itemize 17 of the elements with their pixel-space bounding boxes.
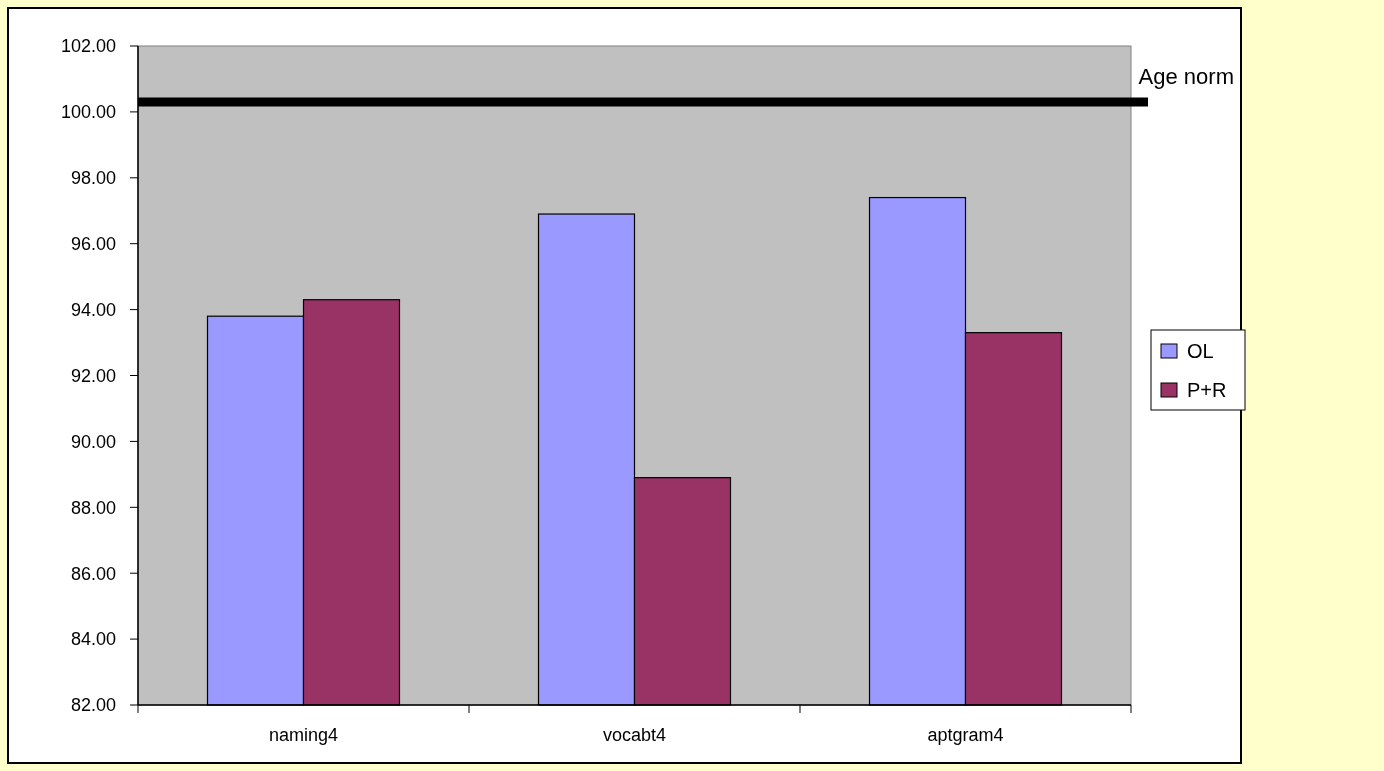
y-tick-label: 82.00 [70, 695, 116, 716]
y-tick-label: 86.00 [70, 563, 116, 584]
y-tick-label: 92.00 [70, 365, 116, 386]
x-tick-label: vocabt4 [602, 725, 667, 745]
x-tick-label: aptgram4 [927, 725, 1004, 745]
y-tick-label: 84.00 [70, 629, 116, 650]
y-tick-label: 102.00 [60, 36, 116, 57]
y-tick-label: 98.00 [70, 168, 116, 189]
ref-line-label: Age norm [1138, 64, 1234, 90]
x-tick-label: naming4 [268, 725, 339, 745]
y-tick-label: 88.00 [70, 497, 116, 518]
legend-label: OL [1187, 340, 1214, 362]
legend-label: P+R [1187, 379, 1227, 401]
y-tick-label: 100.00 [60, 102, 116, 123]
y-tick-label: 96.00 [70, 234, 116, 254]
y-tick-label: 94.00 [70, 299, 116, 320]
y-tick-label: 90.00 [70, 431, 116, 452]
